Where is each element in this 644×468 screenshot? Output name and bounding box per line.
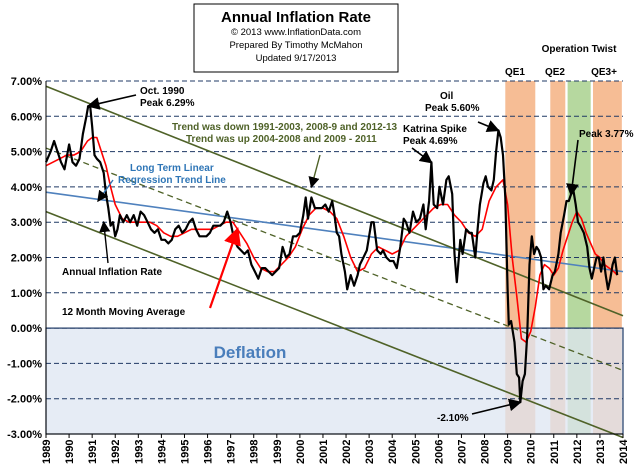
arrow-trend-note [308, 154, 321, 189]
arrow-regression [97, 179, 114, 203]
annotation-oct-1990: Oct. 1990 Peak 6.29% [140, 86, 195, 109]
chart-title: Annual Inflation Rate [221, 9, 371, 26]
x-tick-label: 2014 [618, 439, 630, 464]
x-tick-label: 2000 [295, 440, 307, 464]
y-tick-label: 3.00% [11, 217, 42, 229]
x-tick-label: 2005 [410, 440, 422, 464]
x-tick-label: 2001 [318, 440, 330, 464]
trend-line-0 [45, 191, 624, 273]
annotation-min-2-10: -2.10% [437, 413, 469, 424]
arrow-oil [477, 120, 500, 133]
header-box [193, 3, 399, 73]
axes: 7.00% 6.00% 5.00% 4.00% 3.00% 2.00% 1.00% 0.00%… [7, 76, 630, 464]
annotation-moving-average-label: 12 Month Moving Average [62, 307, 186, 318]
arrow-min [471, 398, 522, 415]
trend-line-1 [45, 85, 624, 317]
y-tick-label: 0.00% [11, 323, 42, 335]
x-tick-label: 1998 [249, 440, 261, 464]
x-tick-label: 2013 [595, 440, 607, 464]
x-tick-label: 1995 [179, 440, 191, 464]
x-tick-label: 1999 [272, 440, 284, 464]
annotation-regression-label: Long Term Linear Regression Trend Line [118, 163, 226, 186]
y-tick-label: 6.00% [11, 111, 42, 123]
x-tick-label: 1989 [41, 440, 53, 464]
x-tick-label: 1991 [87, 440, 99, 464]
trend-line-2 [45, 210, 624, 439]
x-tick-label: 2008 [480, 440, 492, 464]
deflation-label: Deflation [214, 343, 287, 362]
series-annual-inflation-rate [44, 105, 619, 404]
arrow-annual-rate [99, 220, 111, 264]
x-tick-label: 2004 [387, 439, 399, 464]
annotation-arrows [86, 94, 579, 415]
y-tick-label: 1.00% [11, 288, 42, 300]
band-label-operation: Operation Twist [542, 44, 617, 55]
annotation-peak-3-77: Peak 3.77% [579, 129, 634, 140]
chart-updated: Updated 9/17/2013 [256, 53, 337, 64]
arrow-moving-average [208, 227, 241, 309]
chart-prepared-by: Prepared By Timothy McMahon [229, 40, 362, 51]
x-tick-label: 2002 [341, 440, 353, 464]
x-tick-label: 1993 [133, 440, 145, 464]
x-tick-label: 2007 [456, 440, 468, 464]
x-tick-label: 2010 [526, 440, 538, 464]
deflation-region [45, 327, 624, 435]
x-tick-label: 2011 [549, 440, 561, 464]
annotation-katrina: Katrina Spike Peak 4.69% [403, 124, 470, 147]
band-label-qe1: QE1 [505, 67, 525, 78]
band-label-qe2: QE2 [545, 67, 565, 78]
annotation-annual-rate-label: Annual Inflation Rate [62, 267, 162, 278]
x-tick-label: 2003 [364, 440, 376, 464]
y-tick-label: 4.00% [11, 182, 42, 194]
band-label-qe3: QE3+ [591, 67, 617, 78]
x-tick-label: 1992 [110, 440, 122, 464]
x-tick-label: 1996 [203, 440, 215, 464]
x-tick-label: 2009 [503, 440, 515, 464]
x-tick-label: 1994 [156, 439, 168, 464]
series-lines [44, 105, 619, 404]
annotation-oil-peak: Oil Peak 5.60% [425, 91, 480, 114]
annotation-trend-note: Trend was down 1991-2003, 2008-9 and 201… [172, 122, 400, 145]
arrow-oct-1990 [86, 94, 137, 110]
chart-copyright: © 2013 www.InflationData.com [231, 27, 361, 38]
x-tick-label: 2006 [433, 440, 445, 464]
y-tick-label: -2.00% [7, 394, 42, 406]
y-tick-label: 7.00% [11, 76, 42, 88]
y-tick-label: -3.00% [7, 429, 42, 441]
x-tick-label: 1997 [226, 440, 238, 464]
arrow-katrina [411, 147, 433, 164]
arrow-peak-3-77 [566, 139, 579, 197]
y-tick-label: 5.00% [11, 147, 42, 159]
y-tick-label: 2.00% [11, 253, 42, 265]
series-12-month-moving-average [45, 136, 618, 343]
x-tick-label: 2012 [572, 440, 584, 464]
y-tick-label: -1.00% [7, 358, 42, 370]
x-tick-label: 1990 [64, 440, 76, 464]
